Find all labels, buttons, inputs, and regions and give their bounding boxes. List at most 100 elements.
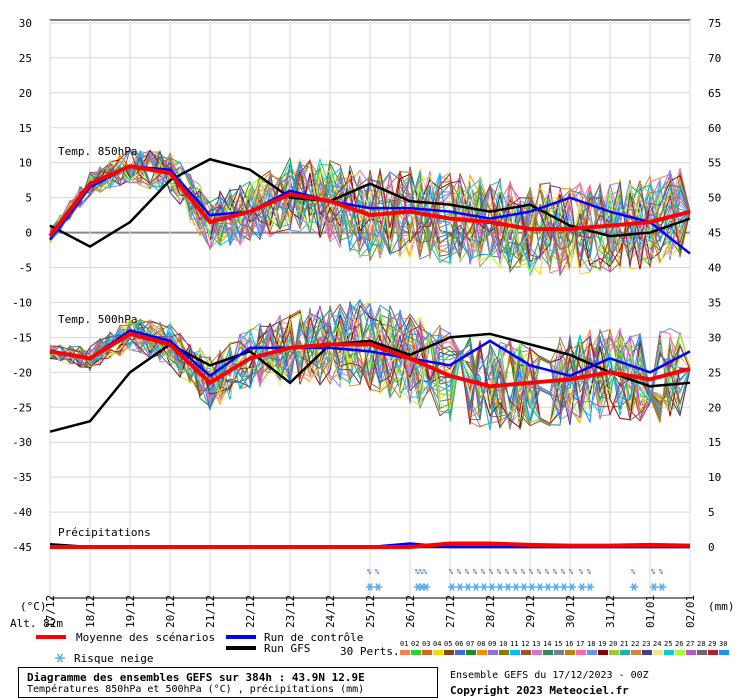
right-tick-label: 50	[708, 192, 721, 205]
snow-risk-flake-icon	[366, 583, 374, 591]
pert-id-label: 05	[444, 640, 452, 648]
flake-arm	[561, 583, 567, 591]
snow-risk-label: %	[579, 568, 584, 576]
flake-arm	[497, 583, 503, 591]
perturbation-28-t500-line	[49, 305, 691, 422]
flake-arm	[545, 583, 551, 591]
x-tick-label: 21/12	[204, 595, 217, 628]
left-tick-label: -35	[12, 471, 32, 484]
flake-arm	[473, 583, 479, 591]
pert-id-label: 17	[576, 640, 584, 648]
snow-risk-flake-icon	[512, 583, 520, 591]
snow-risk-flake-icon	[544, 583, 552, 591]
snow-risk-flake-icon	[472, 583, 480, 591]
pert-id-label: 09	[488, 640, 496, 648]
pert-swatch	[499, 650, 509, 655]
pert-swatch	[400, 650, 410, 655]
pert-id-label: 10	[499, 640, 507, 648]
left-tick-label: 20	[19, 87, 32, 100]
mean-precip-line	[50, 541, 691, 549]
left-tick-label: 25	[19, 52, 32, 65]
pert-id-label: 19	[598, 640, 606, 648]
right-tick-label: 20	[708, 401, 721, 414]
pert-swatch	[510, 650, 520, 655]
snow-risk-label: %	[481, 568, 486, 576]
control-t850-line	[49, 164, 691, 255]
right-tick-label: 25	[708, 366, 721, 379]
snow-risk-label: %	[521, 568, 526, 576]
pert-swatch	[719, 650, 729, 655]
pert-swatch	[675, 650, 685, 655]
section-label-500: Temp. 500hPa	[58, 313, 137, 326]
snow-risk-flake-icon	[552, 583, 560, 591]
footer-title: Diagramme des ensembles GEFS sur 384h : …	[27, 671, 365, 684]
pert-id-label: 07	[466, 640, 474, 648]
flake-arm	[659, 583, 665, 591]
right-tick-label: 45	[708, 227, 721, 240]
right-tick-label: 30	[708, 331, 721, 344]
right-tick-label: 5	[708, 506, 715, 519]
snow-risk-flake-icon	[520, 583, 528, 591]
flake-arm	[449, 583, 455, 591]
perturbation-24-t500-line	[49, 307, 691, 421]
snow-risk-label: %	[587, 568, 592, 576]
pert-id-label: 29	[708, 640, 716, 648]
snow-risk-label: %	[375, 568, 380, 576]
pert-swatch	[488, 650, 498, 655]
pert-id-label: 03	[422, 640, 430, 648]
flake-arm	[505, 583, 511, 591]
snow-risk-flake-icon	[456, 583, 464, 591]
mean-t500-line	[49, 331, 691, 389]
right-tick-label: 60	[708, 122, 721, 135]
x-tick-label: 24/12	[324, 595, 337, 628]
right-tick-label: 70	[708, 52, 721, 65]
pert-id-label: 16	[565, 640, 573, 648]
perturbation-30-t850-line	[49, 149, 691, 268]
snow-risk-label: %	[497, 568, 502, 576]
right-tick-label: 15	[708, 436, 721, 449]
snow-risk-label: %	[473, 568, 478, 576]
pert-swatch	[422, 650, 432, 655]
pert-id-label: 24	[653, 640, 661, 648]
pert-swatch	[587, 650, 597, 655]
snow-risk-markers: %%%%%%%%%%%%%%%%%%%%%%%%%%	[366, 568, 666, 591]
perturbation-23-t850-line	[49, 149, 691, 268]
pert-swatch	[411, 650, 421, 655]
flake-arm	[529, 583, 535, 591]
pert-id-label: 13	[532, 640, 540, 648]
snow-risk-label: %	[545, 568, 550, 576]
flake-arm	[513, 583, 519, 591]
snow-risk-label: %	[505, 568, 510, 576]
flake-arm	[569, 583, 575, 591]
pert-swatch	[521, 650, 531, 655]
left-tick-label: -5	[19, 262, 32, 275]
pert-swatch	[708, 650, 718, 655]
pert-swatch	[554, 650, 564, 655]
snow-risk-flake-icon	[422, 583, 430, 591]
perturbation-28-t850-line	[49, 148, 691, 263]
flake-arm	[631, 583, 637, 591]
perturbation-20-t850-line	[49, 161, 691, 272]
x-tick-label: 23/12	[284, 595, 297, 628]
snow-risk-label: %	[659, 568, 664, 576]
pert-id-label: 01	[400, 640, 408, 648]
snow-risk-label: %	[415, 568, 420, 576]
perturbation-count: 30 Perts.	[340, 645, 400, 658]
perturbation-09-t850-line	[49, 152, 691, 261]
x-tick-label: 25/12	[364, 595, 377, 628]
pert-swatch	[609, 650, 619, 655]
snow-risk-label: %	[553, 568, 558, 576]
pert-id-label: 15	[554, 640, 562, 648]
snow-risk-label: %	[631, 568, 636, 576]
perturbation-legend: 01 02 03 04 05 06 07 08 09 10 11 12 13 14 15 16 17 18 19 20…	[400, 640, 729, 655]
pert-swatch	[477, 650, 487, 655]
snow-risk-flake-icon	[630, 583, 638, 591]
mean-t850-line	[48, 164, 691, 238]
snow-risk-flake-icon	[480, 583, 488, 591]
snow-risk-flake-icon	[504, 583, 512, 591]
x-tick-label: 31/12	[604, 595, 617, 628]
snowflake-icon	[55, 653, 65, 663]
x-tick-label: 30/12	[564, 595, 577, 628]
snow-risk-flake-icon	[374, 583, 382, 591]
snow-risk-flake-icon	[586, 583, 594, 591]
